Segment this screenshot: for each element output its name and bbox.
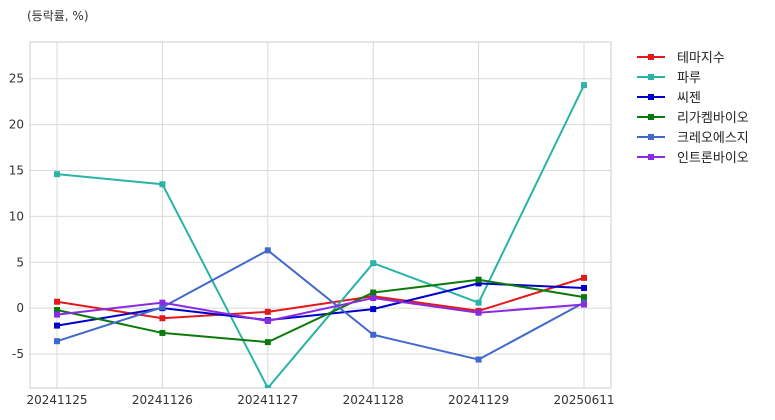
x-tick-label: 20241127 [237, 393, 298, 407]
data-point [475, 299, 482, 306]
legend-item: 인트론바이오 [637, 151, 749, 166]
legend-marker [648, 74, 654, 80]
data-point [581, 274, 587, 281]
data-point [264, 318, 271, 325]
series-line [56, 249, 585, 361]
y-tick-label: 25 [9, 72, 24, 86]
series-line [56, 278, 585, 344]
data-point [54, 338, 60, 345]
data-point [370, 331, 377, 338]
legend-label: 인트론바이오 [677, 151, 749, 166]
legend-marker [648, 154, 654, 160]
legend-item: 씨젠 [637, 91, 701, 106]
data-point [370, 289, 377, 296]
x-tick-label: 20241125 [26, 393, 87, 407]
legend-label: 리가켐바이오 [677, 111, 749, 126]
series-리가켐바이오 [54, 276, 587, 346]
x-tick-label: 20241126 [132, 393, 193, 407]
y-tick-label: 10 [9, 209, 24, 223]
data-point [264, 308, 271, 315]
legend-marker [648, 114, 654, 120]
legend-marker [648, 94, 654, 100]
axes: -5 0 5 10 15 20 25 20241125 20241126 20241127 2024… [9, 41, 615, 407]
data-point [159, 315, 166, 322]
series-lines [54, 82, 587, 388]
legend-item: 크레오에스지 [637, 131, 749, 146]
data-point [264, 247, 271, 254]
data-point [581, 284, 587, 291]
data-point [370, 260, 377, 267]
x-tick-label: 20241128 [343, 393, 404, 407]
data-point [264, 339, 271, 346]
legend-marker [648, 134, 654, 140]
unit-label: (등락률, %) [27, 9, 89, 23]
y-tick-label: -5 [12, 347, 24, 361]
data-point [475, 356, 482, 363]
data-point [264, 385, 271, 388]
data-point [581, 294, 587, 301]
data-point [159, 181, 166, 188]
y-tick-label: 20 [9, 118, 24, 132]
series-line [56, 297, 585, 323]
data-point [159, 304, 166, 311]
x-tick-label: 20250611 [553, 393, 614, 407]
legend-item: 리가켐바이오 [637, 111, 749, 126]
data-point [159, 299, 166, 306]
y-tick-label: 15 [9, 163, 24, 177]
data-point [54, 298, 60, 305]
data-point [54, 171, 60, 178]
data-point [370, 306, 377, 313]
data-point [54, 322, 60, 329]
plot-frame [29, 41, 612, 389]
legend-item: 테마지수 [637, 51, 725, 66]
data-point [475, 280, 482, 287]
legend-label: 파루 [677, 71, 701, 86]
data-point [581, 301, 587, 308]
legend-label: 크레오에스지 [677, 131, 749, 146]
data-point [159, 329, 166, 336]
data-point [54, 311, 60, 318]
series-파루 [54, 82, 587, 388]
legend-label: 테마지수 [677, 51, 725, 66]
grid [30, 42, 611, 388]
data-point [475, 309, 482, 316]
data-point [475, 276, 482, 283]
y-tick-label: 5 [16, 255, 24, 269]
data-point [370, 295, 377, 302]
data-point [54, 306, 60, 313]
legend-marker [648, 54, 654, 60]
data-point [581, 82, 587, 89]
series-인트론바이오 [54, 295, 587, 325]
series-line [56, 276, 585, 320]
x-tick-label: 20241129 [448, 393, 509, 407]
legend-label: 씨젠 [677, 91, 701, 106]
series-line [56, 84, 585, 388]
y-tick-label: 0 [16, 301, 24, 315]
legend-item: 파루 [637, 71, 701, 86]
series-line [56, 282, 585, 327]
